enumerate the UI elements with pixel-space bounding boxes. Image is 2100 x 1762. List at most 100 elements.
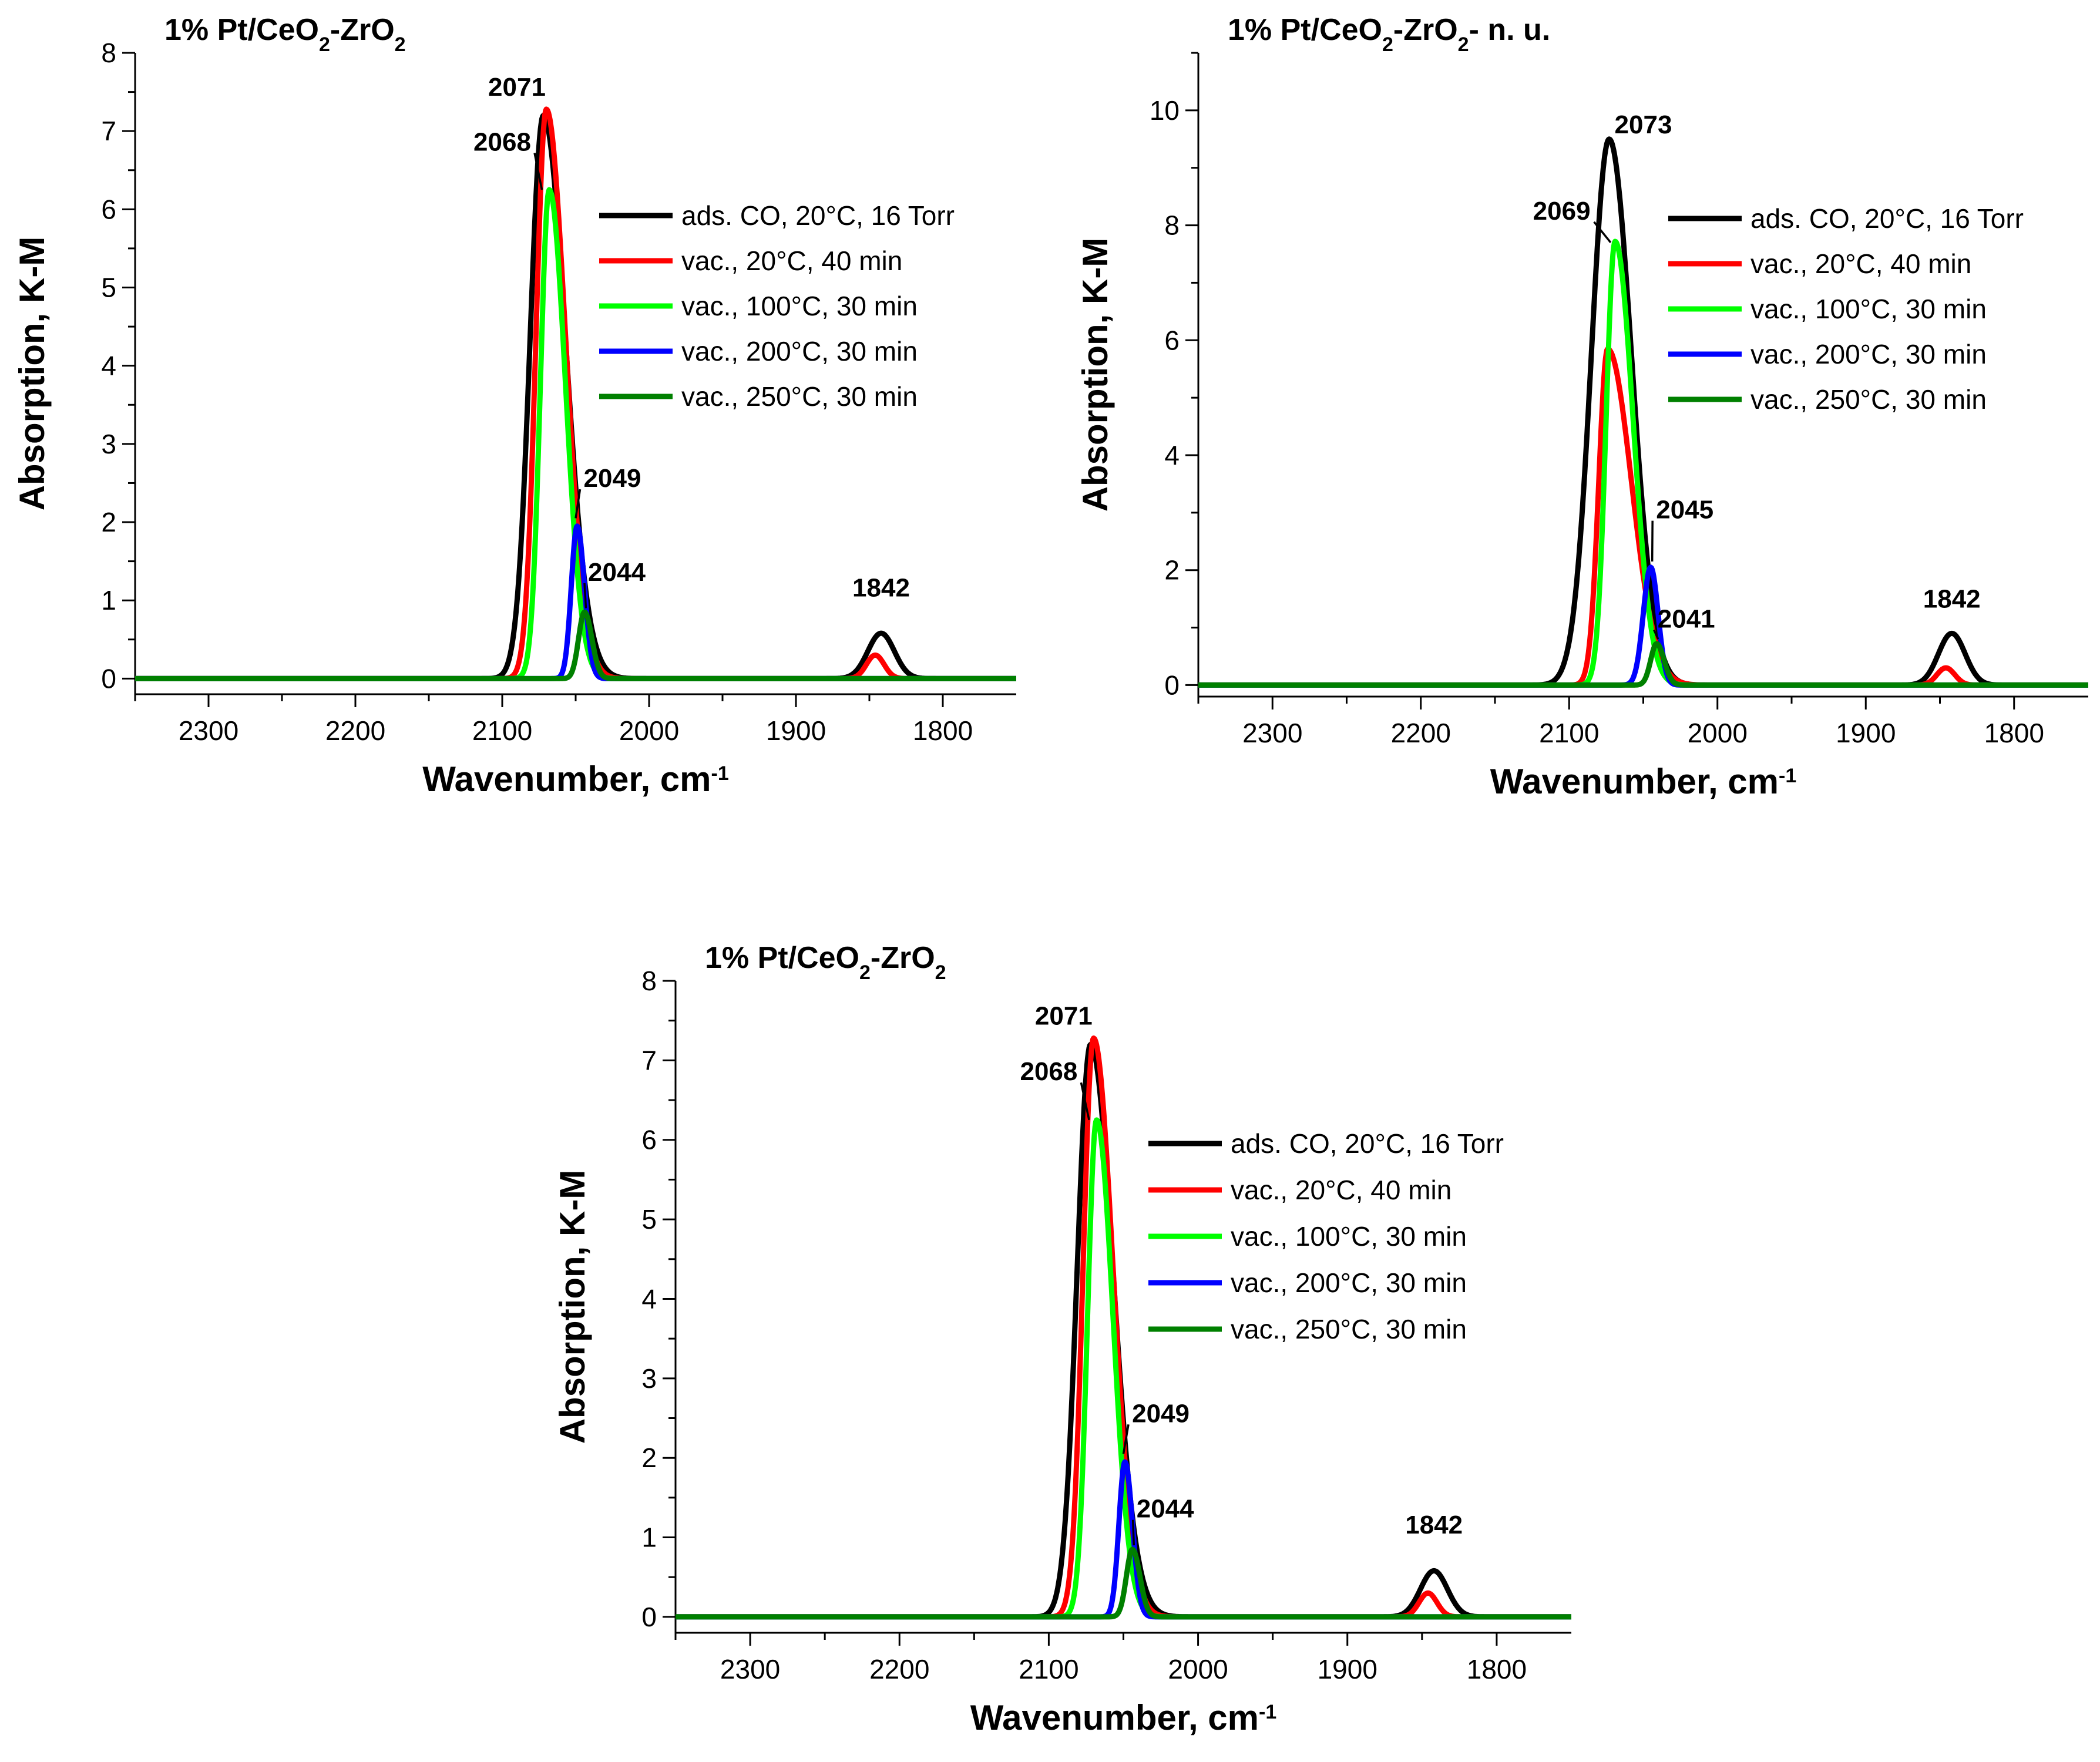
y-tick-label: 4	[101, 351, 116, 381]
y-tick-label: 2	[101, 507, 116, 537]
legend-label: vac., 200°C, 30 min	[1750, 339, 1987, 369]
y-tick-label: 7	[641, 1045, 657, 1075]
x-tick-label: 2300	[720, 1654, 780, 1684]
y-tick-label: 5	[641, 1204, 657, 1235]
x-axis-label: Wavenumber, cm-1	[970, 1698, 1277, 1737]
series-line-5	[135, 609, 1016, 681]
y-tick-label: 6	[641, 1125, 657, 1155]
chart-2: 2300 2200 2100 2000 1900 1800 0 2 4 6 8 10 ads. CO, …	[1076, 13, 2088, 801]
y-tick-label: 8	[101, 38, 116, 68]
y-tick-label: 3	[101, 429, 116, 459]
legend-item: vac., 200°C, 30 min	[1148, 1267, 1467, 1298]
legend-item: ads. CO, 20°C, 16 Torr	[1668, 203, 2024, 234]
legend-label: vac., 20°C, 40 min	[1231, 1175, 1451, 1205]
chart-title: 1% Pt/CeO2-ZrO2	[705, 941, 946, 984]
legend-label: vac., 100°C, 30 min	[1231, 1221, 1467, 1252]
x-tick-label: 2300	[179, 715, 238, 746]
peak-label: 2068	[1020, 1057, 1077, 1086]
peak-pointer	[1131, 1519, 1135, 1546]
x-tick-label: 2200	[325, 715, 385, 746]
peak-pointer	[1593, 221, 1612, 244]
chart-title: 1% Pt/CeO2-ZrO2- n. u.	[1228, 13, 1550, 56]
legend-label: ads. CO, 20°C, 16 Torr	[1231, 1128, 1504, 1159]
peak-pointer	[1651, 520, 1654, 562]
y-tick-label: 1	[641, 1522, 657, 1553]
legend-label: vac., 20°C, 40 min	[1750, 248, 1971, 279]
legend-label: vac., 250°C, 30 min	[1231, 1314, 1467, 1344]
peak-pointer	[533, 153, 543, 190]
legend-item: vac., 200°C, 30 min	[599, 336, 918, 366]
peak-pointer	[574, 489, 582, 519]
chart-title: 1% Pt/CeO2-ZrO2	[164, 13, 406, 56]
x-tick-label: 2000	[619, 715, 679, 746]
x-tick-label: 1900	[1836, 718, 1896, 748]
peak-label: 1842	[1405, 1511, 1463, 1539]
x-tick-label: 1800	[913, 715, 973, 746]
x-tick-label: 2300	[1242, 718, 1302, 748]
peak-label: 2049	[1132, 1399, 1190, 1428]
x-tick-label: 2100	[472, 715, 532, 746]
y-tick-label: 5	[101, 273, 116, 303]
y-tick-label: 8	[1164, 210, 1180, 241]
y-tick-label: 8	[641, 966, 657, 996]
peak-label: 2069	[1533, 197, 1591, 226]
y-tick-label: 2	[1164, 555, 1180, 586]
peak-pointer	[1080, 1082, 1090, 1121]
legend-item: vac., 200°C, 30 min	[1668, 339, 1987, 369]
x-tick-label: 1900	[766, 715, 826, 746]
legend-item: vac., 250°C, 30 min	[599, 381, 918, 412]
legend-item: vac., 100°C, 30 min	[1668, 294, 1987, 324]
x-tick-label: 2000	[1688, 718, 1748, 748]
x-tick-label: 1800	[1984, 718, 2044, 748]
y-tick-label: 2	[641, 1442, 657, 1473]
y-tick-label: 7	[101, 116, 116, 146]
x-tick-label: 2000	[1168, 1654, 1228, 1684]
y-tick-label: 4	[1164, 440, 1180, 470]
y-tick-label: 10	[1150, 95, 1180, 126]
peak-label: 2071	[488, 73, 546, 102]
y-axis-label: Absorption, K-M	[12, 237, 52, 511]
legend-label: vac., 200°C, 30 min	[681, 336, 918, 366]
legend-label: ads. CO, 20°C, 16 Torr	[1750, 203, 2024, 234]
y-tick-label: 3	[641, 1363, 657, 1394]
x-tick-label: 2200	[869, 1654, 929, 1684]
chart-3: 2300 2200 2100 2000 1900 1800 0 1 2 3 4 5 6 7 8 ads. CO…	[553, 941, 1571, 1737]
peak-label: 2071	[1035, 1001, 1093, 1030]
legend-item: vac., 250°C, 30 min	[1668, 384, 1987, 415]
peak-label: 2049	[584, 464, 641, 493]
legend-item: vac., 20°C, 40 min	[1668, 248, 1971, 279]
y-tick-label: 4	[641, 1283, 657, 1314]
x-tick-label: 1800	[1467, 1654, 1527, 1684]
x-tick-label: 1900	[1318, 1654, 1377, 1684]
legend-label: vac., 250°C, 30 min	[681, 381, 918, 412]
y-tick-label: 0	[1164, 670, 1180, 700]
legend-label: vac., 100°C, 30 min	[1750, 294, 1987, 324]
peak-label: 2068	[473, 127, 531, 156]
y-tick-label: 6	[1164, 325, 1180, 355]
legend-item: vac., 20°C, 40 min	[599, 246, 902, 276]
peak-label: 2041	[1658, 605, 1715, 634]
peak-label: 1842	[852, 574, 910, 603]
legend-label: vac., 250°C, 30 min	[1750, 384, 1987, 415]
peak-pointer	[1653, 629, 1659, 640]
y-axis-label: Absorption, K-M	[1076, 238, 1115, 512]
y-tick-label: 0	[101, 663, 116, 694]
peak-label: 2073	[1615, 110, 1672, 139]
legend-item: vac., 20°C, 40 min	[1148, 1175, 1451, 1205]
x-tick-label: 2200	[1391, 718, 1451, 748]
legend-label: vac., 200°C, 30 min	[1231, 1267, 1467, 1298]
legend-label: vac., 100°C, 30 min	[681, 291, 918, 321]
x-axis-label: Wavenumber, cm-1	[1490, 762, 1797, 801]
x-tick-label: 2100	[1539, 718, 1599, 748]
y-tick-label: 1	[101, 585, 116, 616]
y-axis-label: Absorption, K-M	[553, 1170, 592, 1444]
peak-pointer	[583, 583, 587, 608]
legend-item: ads. CO, 20°C, 16 Torr	[1148, 1128, 1504, 1159]
legend-item: vac., 100°C, 30 min	[1148, 1221, 1467, 1252]
chart-1: 2300 2200 2100 2000 1900 1800 0 1 2 3 4 5 6 7 8 ads. CO…	[12, 13, 1016, 799]
peak-label: 2044	[588, 558, 646, 587]
legend-label: ads. CO, 20°C, 16 Torr	[681, 200, 955, 231]
series-line-5	[676, 1546, 1571, 1620]
legend-label: vac., 20°C, 40 min	[681, 246, 902, 276]
